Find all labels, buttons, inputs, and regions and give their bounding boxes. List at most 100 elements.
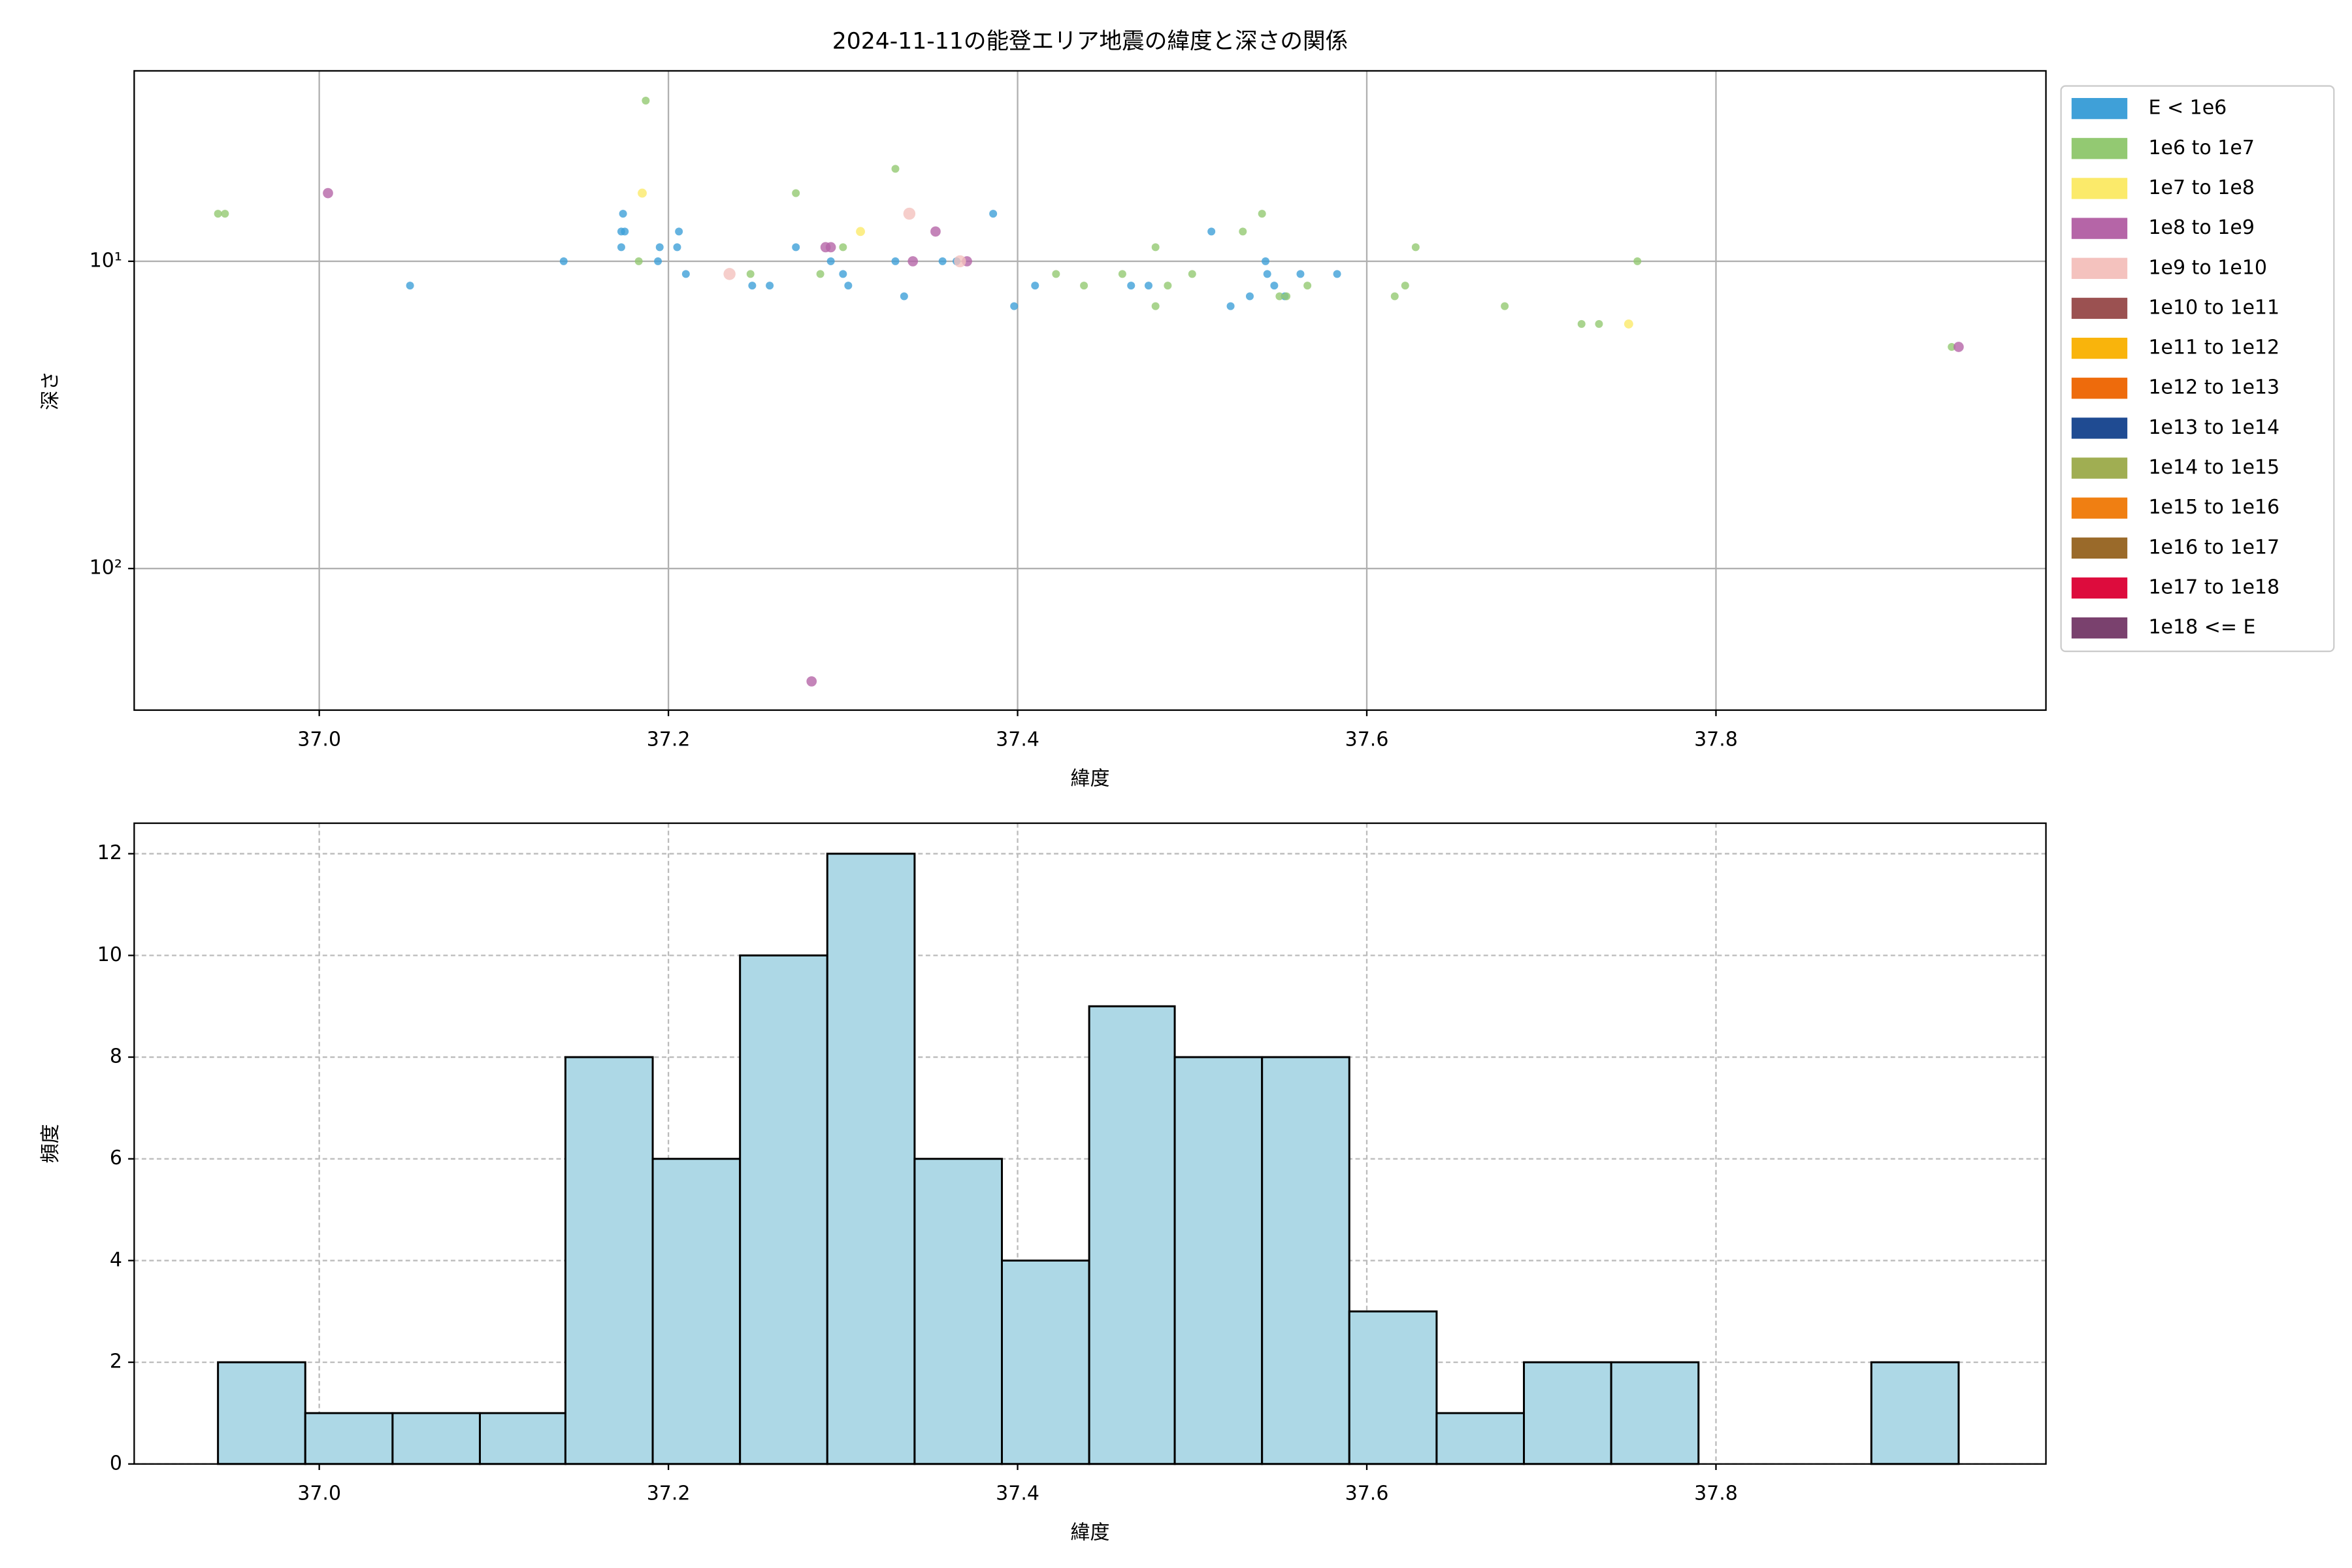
- data-point: [1080, 282, 1088, 290]
- legend-swatch: [2071, 297, 2128, 319]
- data-point: [1296, 270, 1305, 278]
- data-point: [1239, 227, 1247, 236]
- data-point: [891, 165, 900, 173]
- x-tick-label: 37.0: [297, 728, 341, 751]
- data-point: [1127, 282, 1135, 290]
- legend-swatch: [2071, 417, 2128, 439]
- legend-box: [2060, 85, 2335, 653]
- legend-swatch: [2071, 138, 2128, 159]
- data-point: [806, 676, 817, 687]
- y-tick-label: 6: [110, 1147, 122, 1169]
- data-point: [1010, 302, 1019, 310]
- histogram-bar: [1870, 1361, 1960, 1465]
- data-point: [619, 210, 627, 218]
- legend-swatch: [2071, 337, 2128, 359]
- histogram-bar: [1610, 1361, 1700, 1465]
- legend-label: 1e8 to 1e9: [2148, 216, 2254, 239]
- legend-swatch: [2071, 378, 2128, 399]
- data-point: [1270, 282, 1279, 290]
- histogram-bar: [1173, 1056, 1264, 1465]
- data-point: [1275, 292, 1284, 301]
- data-point: [1262, 257, 1270, 265]
- x-tick-label: 37.6: [1345, 1482, 1389, 1505]
- data-point: [634, 257, 643, 265]
- legend-swatch: [2071, 98, 2128, 120]
- data-point: [1144, 282, 1152, 290]
- data-point: [816, 270, 825, 278]
- histogram-bar: [391, 1412, 481, 1465]
- data-point: [844, 282, 853, 290]
- data-point: [559, 257, 568, 265]
- data-point: [1333, 270, 1341, 278]
- histogram-bar: [826, 853, 916, 1465]
- legend-label: 1e17 to 1e18: [2148, 576, 2279, 599]
- legend-label: 1e15 to 1e16: [2148, 496, 2279, 519]
- data-point: [1151, 243, 1160, 252]
- y-tick-label: 8: [110, 1045, 122, 1068]
- data-point: [1633, 257, 1642, 265]
- legend-swatch: [2071, 218, 2128, 239]
- x-tick-label: 37.4: [996, 728, 1039, 751]
- data-point: [1303, 282, 1312, 290]
- data-point: [907, 256, 919, 267]
- plot-frame: [133, 822, 2047, 1465]
- legend-label: 1e13 to 1e14: [2148, 416, 2279, 439]
- data-point: [1282, 292, 1291, 301]
- histogram-bar: [304, 1412, 394, 1465]
- histogram-bar: [217, 1361, 306, 1465]
- data-point: [938, 257, 947, 265]
- x-axis-label: 緯度: [1070, 1521, 1109, 1544]
- legend-swatch: [2071, 617, 2128, 639]
- data-point: [1151, 302, 1160, 310]
- y-axis-label: 深さ: [39, 371, 62, 410]
- legend-label: 1e6 to 1e7: [2148, 137, 2254, 159]
- data-point: [839, 270, 847, 278]
- histogram-bar: [564, 1056, 654, 1465]
- y-tick-label: 12: [97, 841, 122, 864]
- data-point: [1188, 270, 1196, 278]
- legend-swatch: [2071, 178, 2128, 199]
- data-point: [654, 257, 662, 265]
- data-point: [1263, 270, 1271, 278]
- histogram-bar: [739, 954, 828, 1465]
- data-point: [638, 188, 647, 198]
- x-tick-label: 37.8: [1694, 728, 1738, 751]
- legend-label: 1e7 to 1e8: [2148, 176, 2254, 199]
- data-point: [746, 270, 755, 278]
- data-point: [839, 243, 847, 252]
- data-point: [1052, 270, 1060, 278]
- histogram-bar: [1348, 1310, 1438, 1465]
- legend-label: 1e16 to 1e17: [2148, 536, 2279, 559]
- x-tick-label: 37.2: [647, 1482, 691, 1505]
- data-point: [856, 227, 865, 237]
- data-point: [891, 257, 900, 265]
- chart-title: 2024-11-11の能登エリア地震の緯度と深さの関係: [832, 29, 1348, 55]
- data-point: [1595, 319, 1603, 328]
- data-point: [406, 282, 414, 290]
- data-point: [621, 227, 629, 236]
- legend-label: 1e18 <= E: [2148, 616, 2255, 639]
- data-point: [221, 210, 229, 218]
- histogram-bar: [1261, 1056, 1350, 1465]
- histogram-bar: [913, 1158, 1004, 1465]
- data-point: [673, 243, 681, 252]
- data-point: [655, 243, 664, 252]
- y-tick-label: 10²: [90, 557, 122, 580]
- legend-swatch: [2071, 537, 2128, 559]
- legend-swatch: [2071, 577, 2128, 599]
- x-tick-label: 37.6: [1345, 728, 1389, 751]
- x-tick-label: 37.8: [1694, 1482, 1738, 1505]
- data-point: [1245, 292, 1254, 301]
- y-tick-label: 2: [110, 1350, 122, 1373]
- histogram-bar: [1088, 1005, 1176, 1465]
- legend-swatch: [2071, 457, 2128, 479]
- data-point: [723, 268, 736, 280]
- histogram-bar: [1523, 1361, 1612, 1465]
- x-tick-label: 37.4: [996, 1482, 1039, 1505]
- legend-label: E < 1e6: [2148, 97, 2227, 120]
- data-point: [825, 242, 836, 253]
- x-tick-label: 37.0: [297, 1482, 341, 1505]
- legend-label: 1e14 to 1e15: [2148, 456, 2279, 479]
- data-point: [1390, 292, 1399, 301]
